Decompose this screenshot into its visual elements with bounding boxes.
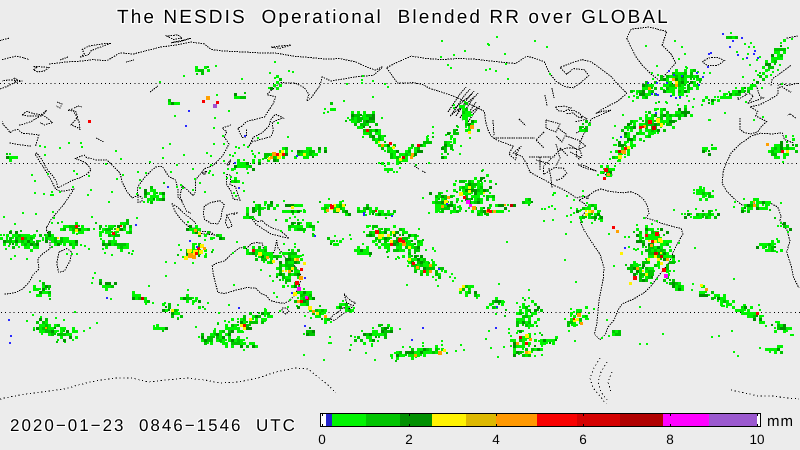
- svg-text:0: 0: [318, 432, 326, 447]
- svg-text:6: 6: [579, 432, 587, 447]
- svg-text:2: 2: [405, 432, 413, 447]
- svg-text:mm: mm: [767, 413, 794, 430]
- svg-text:8: 8: [666, 432, 674, 447]
- svg-text:10: 10: [749, 432, 764, 447]
- svg-text:The NESDIS Operational Blend: The NESDIS Operational Blended RR over G…: [117, 7, 670, 28]
- svg-text:4: 4: [492, 432, 500, 447]
- svg-text:2020−01−23 0846−1546 UTC: 2020−01−23 0846−1546 UTC: [10, 416, 297, 435]
